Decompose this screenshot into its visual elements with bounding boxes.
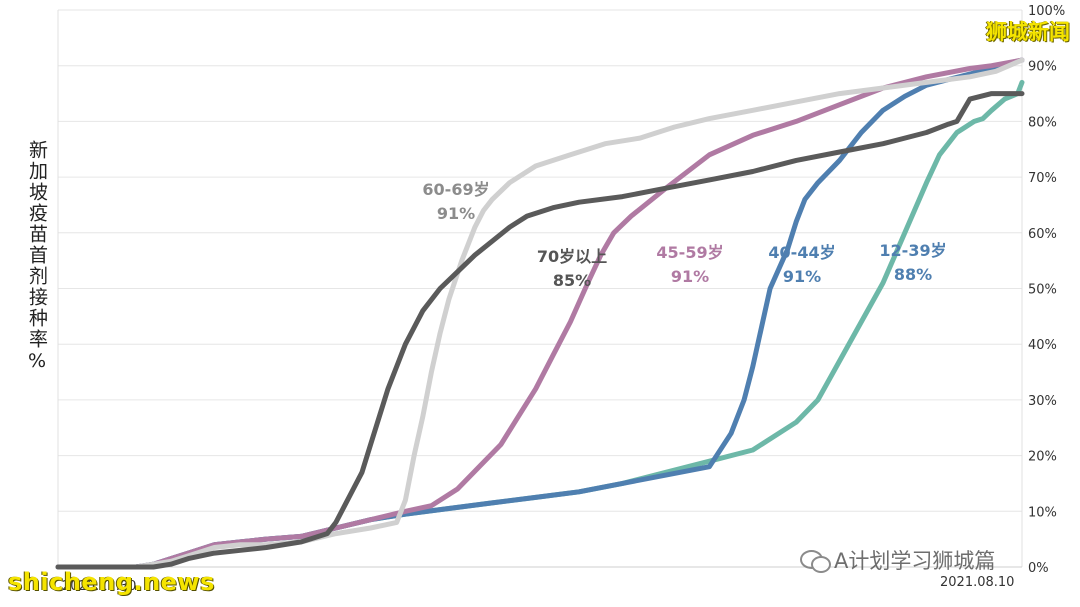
series-annotation-name: 40-44岁 — [768, 243, 835, 262]
y-axis-label: 新加坡疫苗首剂接种率% — [26, 140, 48, 374]
x-tick-label-start: 2020.12.30 — [62, 579, 136, 594]
series-line — [55, 57, 1025, 570]
y-tick-label: 90% — [1028, 60, 1057, 75]
y-tick-label: 70% — [1028, 171, 1057, 186]
series-annotation-value: 85% — [553, 271, 591, 290]
y-tick-label: 80% — [1028, 115, 1057, 130]
series-line — [55, 91, 1025, 570]
series-annotations: 60-69岁 91% 70岁以上 85% 45-59岁 91% 40-44岁 91% 12-39… — [422, 180, 946, 290]
series-annotation-name: 60-69岁 — [422, 180, 489, 199]
series-annotation-name: 45-59岁 — [656, 243, 723, 262]
y-tick-label: 100% — [1028, 4, 1065, 19]
series-line — [55, 57, 1025, 570]
series-line — [55, 57, 1025, 570]
x-tick-label-end: 2021.08.10 — [940, 575, 1014, 590]
y-tick-label: 20% — [1028, 450, 1057, 465]
series-annotation-value: 88% — [894, 265, 932, 284]
series-annotation-name: 12-39岁 — [879, 241, 946, 260]
y-tick-label: 10% — [1028, 505, 1057, 520]
y-tick-label: 40% — [1028, 338, 1057, 353]
y-tick-label: 30% — [1028, 394, 1057, 409]
axes: 0% 10% 20% 30% 40% 50% 60% 70% 80% 90% 100% 2020.12… — [62, 4, 1065, 594]
wechat-icon — [800, 548, 831, 573]
series-lines — [55, 57, 1025, 570]
series-annotation-value: 91% — [437, 204, 475, 223]
grid-lines — [57, 9, 1023, 568]
wechat-watermark-text: A计划学习狮城篇 — [834, 549, 996, 573]
series-annotation-value: 91% — [783, 267, 821, 286]
series-annotation-name: 70岁以上 — [537, 247, 607, 266]
y-tick-label: 60% — [1028, 227, 1057, 242]
wechat-watermark: A计划学习狮城篇 — [800, 545, 995, 575]
watermark-top-right: 狮城新闻 — [986, 20, 1070, 44]
watermark-bottom-left: shicheng.news — [8, 568, 215, 596]
y-tick-label: 0% — [1028, 561, 1049, 576]
series-annotation-value: 91% — [671, 267, 709, 286]
y-tick-label: 50% — [1028, 283, 1057, 298]
series-line — [55, 79, 1025, 570]
